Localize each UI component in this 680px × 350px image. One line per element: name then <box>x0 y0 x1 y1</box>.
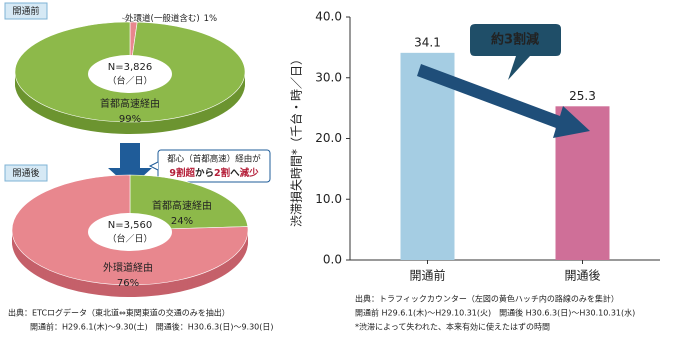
bar-value: 34.1 <box>414 35 441 49</box>
source-note: 開通前 H29.6.1(木)～H29.10.31(火) 開通後 H30.6.3(… <box>355 308 635 318</box>
pie-slice <box>11 174 249 286</box>
pie-center-text: （台／日） <box>107 75 152 87</box>
slice-value: 99% <box>119 114 141 125</box>
y-tick-label: 30.0 <box>315 70 342 84</box>
slice-name: 外環道(一般道含む) <box>125 13 200 24</box>
pie-title-box <box>4 164 48 182</box>
annotation-bubble <box>470 24 561 80</box>
callout-line2: 9割超から2割へ減少 <box>169 167 259 179</box>
pie-center <box>88 55 172 93</box>
annotation: 約3割減 <box>491 32 539 48</box>
y-tick-label: 40.0 <box>315 10 342 24</box>
trend-arrow <box>417 64 590 138</box>
slice-name: 首都高速経由 <box>100 97 160 110</box>
source-note: 出典：ETCログデータ（東北道⇔東関東道の交通のみを抽出） <box>8 308 230 318</box>
callout-tail <box>148 161 159 171</box>
pie-center-text: （台／日） <box>107 233 152 245</box>
pie-slice <box>129 174 249 231</box>
slice-label: 外環道(一般道含む) 1% <box>125 13 217 24</box>
y-tick-label: 0.0 <box>323 253 342 267</box>
leader-line <box>121 17 134 23</box>
x-tick-label: 開通前 <box>409 268 445 283</box>
callout-part: へ <box>230 168 240 179</box>
pie-center <box>88 213 172 251</box>
source-note: 出典：トラフィックカウンター（左図の黄色ハッチ内の路線のみを集計） <box>355 294 619 304</box>
callout-line1: 都心（首都高速）経由が <box>167 154 261 165</box>
source-note: *渋滞によって失われた、本来有効に使えたはずの時間 <box>355 322 550 332</box>
pie-center-text: N=3,560 <box>108 220 153 231</box>
y-tick-label: 20.0 <box>315 131 342 145</box>
callout-part: 2割 <box>214 167 230 179</box>
callout-part: 9割超 <box>169 167 195 179</box>
slice-name: 首都高速経由 <box>152 199 212 212</box>
callout-part: から <box>195 168 214 179</box>
y-tick-label: 10.0 <box>315 192 342 206</box>
callout-part: 減少 <box>240 167 260 179</box>
pie-title-box <box>4 2 48 20</box>
x-tick-label: 開通後 <box>564 269 600 283</box>
pie-center-text: N=3,826 <box>108 62 153 73</box>
bar <box>400 52 455 260</box>
slice-name: 外環道経由 <box>103 261 153 274</box>
y-axis-label: 渋滞損失時間*（千台・時／日） <box>289 53 304 227</box>
source-note: 開通前：H29.6.1(木)～9.30(土) 開通後：H30.6.3(日)～9.… <box>30 322 274 332</box>
slice-value: 24% <box>171 216 193 227</box>
bar-value: 25.3 <box>569 89 596 103</box>
pie-title: 開通前 <box>12 5 39 17</box>
slice-value: 1% <box>204 14 218 24</box>
pie-title: 開通後 <box>12 167 39 179</box>
slice-value: 76% <box>117 278 139 289</box>
